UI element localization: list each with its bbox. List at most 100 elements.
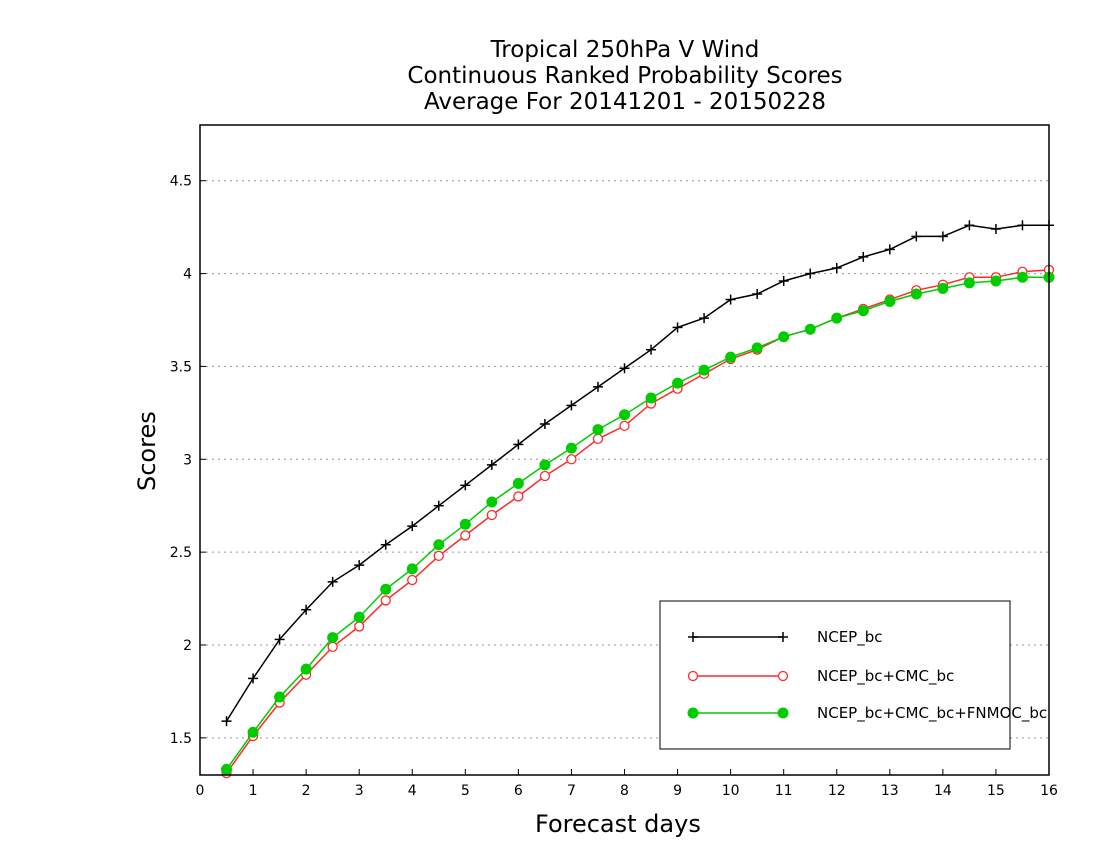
- data-point: [937, 231, 948, 242]
- data-point: [672, 322, 683, 333]
- data-point: [460, 480, 471, 491]
- data-point: [513, 491, 524, 502]
- data-point: [698, 364, 710, 376]
- legend-label: NCEP_bc: [817, 628, 883, 647]
- series-1: [221, 220, 1054, 727]
- x-tick-label: 8: [620, 783, 629, 799]
- legend-marker: [687, 707, 699, 719]
- legend-box: [659, 600, 1011, 750]
- legend-entry-1: NCEP_bc: [688, 628, 883, 647]
- data-point: [566, 400, 577, 411]
- data-point: [300, 663, 312, 675]
- axis-ticks: 1.522.533.544.50 1 2 3 4 5 6 7 8 9 10 11 12 13 14 15 16: [170, 174, 1058, 799]
- y-tick-label: 2.5: [170, 545, 192, 561]
- x-tick-label: 2: [302, 783, 311, 799]
- data-point: [619, 409, 630, 421]
- data-point: [937, 282, 949, 294]
- data-point: [910, 288, 922, 300]
- data-point: [672, 377, 684, 389]
- data-point: [804, 323, 816, 335]
- x-tick-label: 4: [408, 783, 417, 799]
- data-point: [433, 539, 445, 551]
- data-point: [752, 289, 763, 299]
- data-point: [831, 312, 843, 324]
- data-point: [380, 583, 392, 595]
- series-group: [221, 220, 1055, 779]
- data-point: [592, 433, 604, 445]
- data-point: [990, 224, 1001, 234]
- data-point: [513, 439, 524, 450]
- series-line: [225, 224, 1049, 722]
- x-tick-label: 9: [673, 783, 682, 799]
- data-point: [248, 673, 259, 684]
- x-tick-label: 10: [722, 783, 740, 799]
- y-tick-label: 3: [183, 452, 192, 468]
- legend: NCEP_bc NCEP_bc+CMC_bc NCEP_bc+CMC_bc+FNMO…: [659, 600, 1047, 750]
- y-tick-label: 4: [183, 267, 192, 283]
- data-point: [486, 496, 498, 508]
- legend-marker: [777, 670, 789, 682]
- data-point: [699, 313, 710, 324]
- data-point: [1017, 220, 1028, 231]
- data-point: [566, 454, 577, 465]
- y-tick-label: 4.5: [170, 174, 192, 190]
- data-point: [619, 363, 630, 374]
- data-point: [1016, 271, 1028, 283]
- legend-marker: [778, 632, 788, 642]
- data-point: [247, 726, 259, 738]
- data-point: [327, 632, 339, 644]
- data-point: [486, 509, 497, 521]
- x-axis-title: Forecast days: [535, 810, 701, 838]
- data-point: [592, 424, 604, 436]
- data-point: [539, 459, 551, 471]
- legend-marker: [687, 670, 699, 682]
- data-point: [301, 604, 312, 615]
- data-point: [619, 420, 630, 432]
- data-point: [884, 295, 896, 307]
- data-point: [751, 342, 763, 354]
- x-tick-label: 5: [461, 783, 470, 799]
- y-axis-title: Scores: [133, 411, 161, 491]
- data-point: [831, 263, 842, 273]
- data-point: [221, 763, 233, 775]
- data-point: [406, 563, 418, 575]
- data-point: [805, 268, 816, 279]
- data-point: [460, 530, 471, 541]
- legend-entry-3: NCEP_bc+CMC_bc+FNMOC_bc: [687, 704, 1047, 723]
- x-tick-label: 1: [249, 783, 258, 799]
- legend-marker: [688, 632, 698, 642]
- y-tick-label: 2: [183, 638, 192, 654]
- data-point: [353, 611, 365, 623]
- data-point: [327, 641, 338, 653]
- y-tick-label: 1.5: [170, 731, 192, 747]
- legend-marker: [777, 707, 789, 719]
- data-point: [274, 691, 286, 703]
- data-point: [539, 470, 551, 482]
- data-point: [433, 500, 444, 511]
- chart-title-line-3: Average For 20141201 - 20150228: [423, 89, 827, 115]
- data-point: [380, 595, 391, 606]
- data-point: [857, 305, 869, 317]
- data-point: [884, 244, 895, 255]
- data-point: [645, 392, 657, 404]
- legend-label: NCEP_bc+CMC_bc: [817, 667, 954, 686]
- data-point: [990, 275, 1002, 287]
- data-point: [964, 220, 975, 231]
- series-3: [221, 271, 1055, 775]
- x-tick-label: 6: [514, 783, 523, 799]
- data-point: [778, 331, 790, 343]
- data-point: [725, 294, 736, 305]
- chart-title-line-2: Continuous Ranked Probability Scores: [407, 63, 843, 89]
- legend-label: NCEP_bc+CMC_bc+FNMOC_bc: [817, 704, 1047, 723]
- x-tick-label: 11: [775, 783, 793, 799]
- x-tick-label: 15: [987, 783, 1005, 799]
- data-point: [486, 459, 497, 470]
- x-tick-label: 13: [881, 783, 899, 799]
- data-point: [512, 477, 524, 489]
- data-point: [725, 351, 737, 363]
- data-point: [539, 419, 550, 429]
- data-point: [221, 716, 232, 727]
- data-point: [433, 550, 444, 562]
- data-point: [354, 621, 365, 632]
